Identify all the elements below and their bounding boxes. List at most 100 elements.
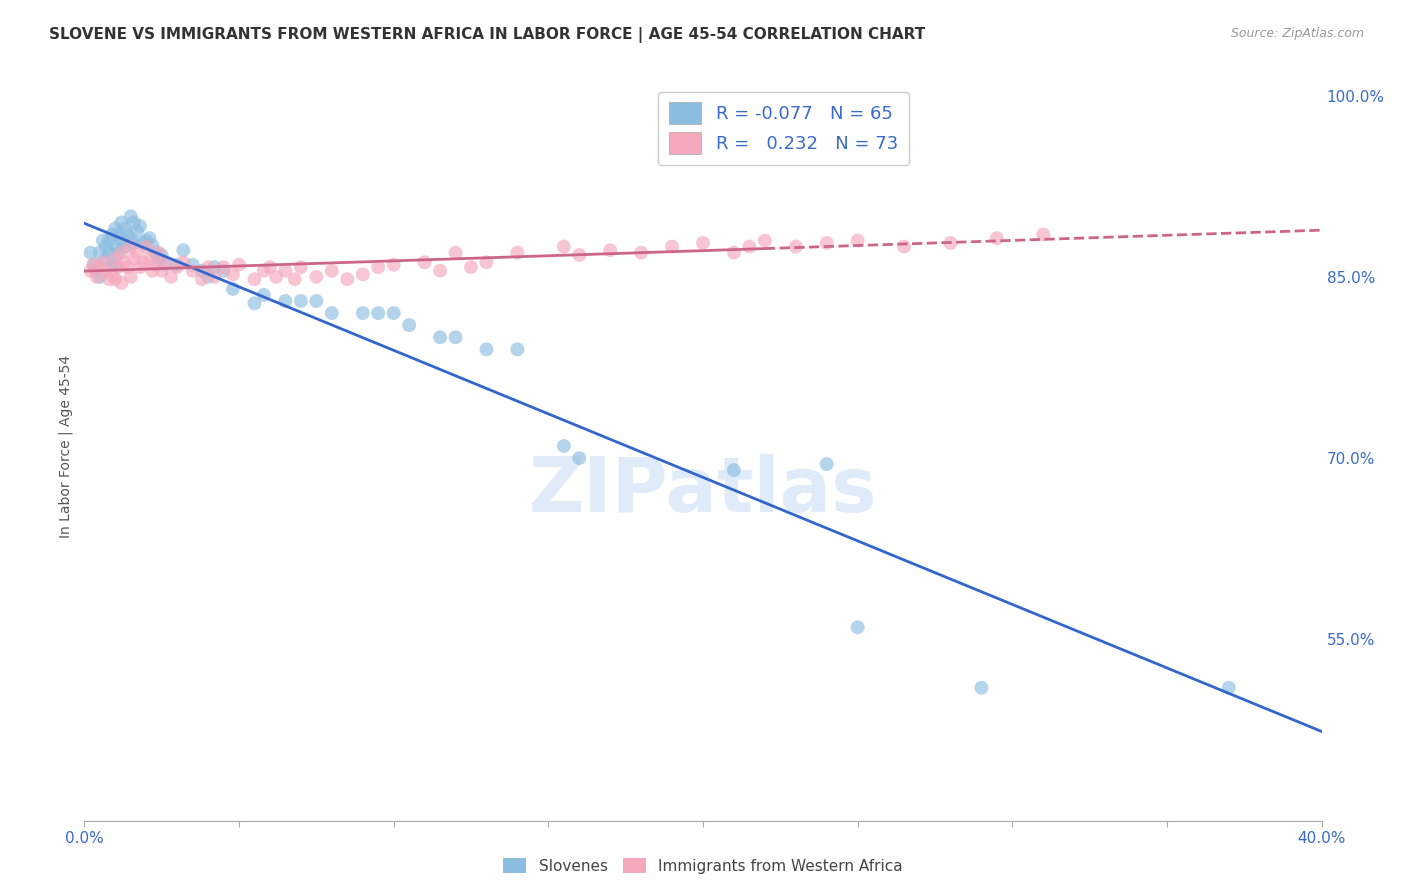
Point [114,221,136,235]
Point [91,255,114,269]
Point [290,260,312,274]
Point [120,210,142,224]
Point [101,268,124,282]
Point [101,258,124,272]
Point [104,272,127,286]
Point [506,343,529,357]
Point [202,260,225,274]
Point [284,272,307,286]
Point [692,235,714,250]
Point [475,343,498,357]
Point [107,260,129,274]
Point [352,268,374,282]
Point [145,245,167,260]
Point [166,260,188,274]
Point [98,272,121,286]
Point [382,258,405,272]
Point [321,264,343,278]
Point [148,252,170,266]
Point [305,269,328,284]
Point [367,260,389,274]
Point [970,681,993,695]
Point [723,463,745,477]
Point [939,235,962,250]
Point [94,252,117,266]
Point [172,244,194,258]
Point [429,330,451,344]
Point [413,255,436,269]
Point [98,245,121,260]
Point [160,269,183,284]
Point [222,268,245,282]
Point [145,258,167,272]
Point [398,318,420,333]
Text: Source: ZipAtlas.com: Source: ZipAtlas.com [1230,27,1364,40]
Point [104,252,127,266]
Point [382,306,405,320]
Point [138,252,160,266]
Point [181,258,204,272]
Point [1032,227,1054,242]
Point [125,245,148,260]
Point [290,293,312,308]
Point [191,264,214,278]
Point [661,239,683,253]
Point [754,234,776,248]
Point [125,224,148,238]
Point [222,282,245,296]
Point [101,227,124,242]
Point [120,239,142,253]
Point [83,258,105,272]
Point [150,264,173,278]
Point [122,215,145,229]
Point [122,235,145,250]
Point [107,245,129,260]
Point [141,264,163,278]
Point [110,234,132,248]
Legend: Slovenes, Immigrants from Western Africa: Slovenes, Immigrants from Western Africa [498,852,908,880]
Point [98,234,121,248]
Point [117,227,139,242]
Point [89,260,111,274]
Point [148,245,170,260]
Point [243,296,266,310]
Point [1218,681,1240,695]
Point [630,245,652,260]
Point [846,620,869,634]
Point [107,227,129,242]
Point [166,258,188,272]
Point [202,269,225,284]
Point [120,269,142,284]
Point [132,235,155,250]
Point [893,239,915,253]
Point [243,272,266,286]
Point [367,306,389,320]
Point [110,215,132,229]
Point [117,260,139,274]
Point [228,258,250,272]
Point [129,260,152,274]
Point [723,245,745,260]
Point [253,288,276,302]
Point [89,269,111,284]
Point [135,234,157,248]
Point [429,264,451,278]
Y-axis label: In Labor Force | Age 45-54: In Labor Force | Age 45-54 [59,354,73,538]
Point [568,451,591,466]
Point [141,238,163,252]
Point [599,244,621,258]
Point [321,306,343,320]
Point [110,245,132,260]
Point [553,239,575,253]
Point [122,252,145,266]
Point [135,239,157,253]
Point [138,231,160,245]
Point [264,269,287,284]
Point [506,245,529,260]
Point [352,306,374,320]
Point [305,293,328,308]
Point [785,239,807,253]
Point [846,234,869,248]
Point [79,245,101,260]
Point [83,258,105,272]
